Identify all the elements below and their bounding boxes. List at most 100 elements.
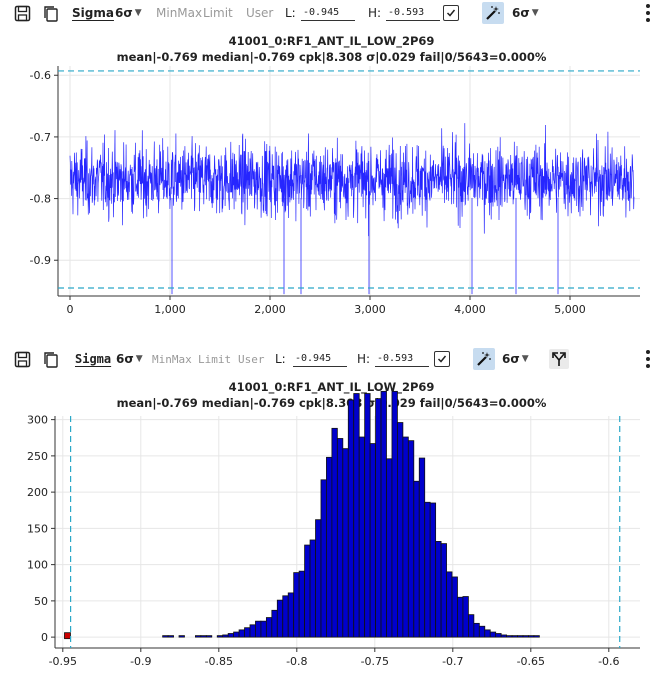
histogram-bar (375, 398, 382, 638)
histogram-toolbar: Sigma 6σ▼ MinMax Limit User L: H: 6σ▼ (0, 346, 663, 372)
x-tick-label: -0.95 (49, 655, 77, 668)
histogram-bar (227, 633, 235, 638)
histogram-bar (506, 635, 513, 638)
split-arrows-icon (552, 352, 566, 366)
more-menu-icon[interactable] (645, 4, 651, 22)
histogram-bar (457, 596, 464, 638)
chevron-down-icon[interactable]: ▼ (531, 8, 539, 18)
histogram-bar (260, 620, 267, 638)
histogram-bar (380, 390, 387, 638)
histogram-bar (397, 422, 404, 638)
y-tick-label: 300 (27, 414, 48, 427)
split-arrows-button[interactable] (549, 349, 569, 369)
chart-stats-subtitle: mean|-0.769 median|-0.769 cpk|8.308 σ|0.… (116, 50, 547, 64)
histogram-bar (255, 620, 262, 638)
copy-icon[interactable] (40, 3, 60, 23)
histogram-bar (336, 438, 344, 638)
y-tick-label: 50 (34, 595, 48, 608)
histogram-bar (347, 399, 355, 638)
histogram-bar (451, 576, 458, 638)
y-tick-label: -0.8 (30, 193, 51, 206)
low-limit-input[interactable] (301, 5, 355, 21)
sigma-mode-button[interactable]: Sigma (72, 6, 114, 20)
copy-icon[interactable] (40, 349, 60, 369)
save-icon[interactable] (12, 3, 32, 23)
histogram-bar (249, 624, 256, 638)
high-limit-input[interactable] (375, 351, 429, 367)
histogram-bar (473, 622, 480, 638)
minmax-mode-button[interactable]: MinMax (152, 352, 192, 366)
save-icon[interactable] (12, 349, 32, 369)
x-tick-label: 0 (67, 303, 74, 316)
y-tick-label: 100 (27, 559, 48, 572)
histogram-bar (500, 634, 508, 638)
high-limit-label: H: (368, 6, 382, 20)
histogram-bar (462, 596, 469, 638)
magic-wand-button[interactable] (482, 2, 504, 24)
histogram-bar (265, 617, 273, 638)
x-tick-label: 2,000 (254, 303, 286, 316)
y-tick-label: 150 (27, 522, 48, 535)
y-tick-label: 0 (41, 631, 48, 644)
histogram-bar (522, 635, 529, 638)
histogram-bar (533, 635, 540, 638)
histogram-bar (315, 519, 322, 638)
series-line (69, 123, 635, 237)
histogram-bar (467, 614, 475, 638)
y-tick-label: -0.6 (30, 69, 51, 82)
histogram-bar (271, 609, 278, 638)
histogram-bar (298, 570, 306, 638)
histogram-bar (391, 390, 398, 638)
histogram-bar (478, 625, 486, 638)
high-limit-input[interactable] (386, 5, 440, 21)
histogram-bar (369, 443, 376, 638)
sigma-mode-button[interactable]: Sigma (75, 352, 112, 366)
x-tick-label: 1,000 (154, 303, 186, 316)
x-tick-label: -0.85 (205, 655, 233, 668)
wand-sigma-dropdown[interactable]: 6σ (512, 6, 530, 20)
histogram-bar (293, 572, 300, 638)
histogram-bar (216, 635, 224, 638)
x-tick-label: 5,000 (554, 303, 586, 316)
histogram-bar (489, 631, 497, 638)
histogram-bar (418, 457, 426, 638)
chevron-down-icon[interactable]: ▼ (135, 354, 143, 364)
histogram-bar (167, 635, 174, 638)
minmax-mode-button[interactable]: MinMax (156, 6, 203, 20)
histogram-panel: Sigma 6σ▼ MinMax Limit User L: H: 6σ▼ 41… (0, 346, 663, 690)
histogram-bar (200, 635, 207, 638)
y-tick-label: 250 (27, 450, 48, 463)
chevron-down-icon[interactable]: ▼ (134, 8, 142, 18)
apply-limits-checkbox[interactable] (443, 5, 459, 21)
low-limit-input[interactable] (293, 351, 347, 367)
histogram-bar (517, 635, 524, 638)
low-limit-label: L: (275, 352, 286, 366)
histogram-bar (435, 541, 442, 638)
histogram-bar (320, 479, 327, 638)
chevron-down-icon[interactable]: ▼ (521, 354, 529, 364)
histogram-bar (205, 635, 213, 638)
wand-sigma-dropdown[interactable]: 6σ (502, 352, 520, 366)
histogram-bar (429, 502, 437, 638)
apply-limits-checkbox[interactable] (434, 351, 450, 367)
histogram-bar (178, 635, 185, 638)
histogram-bar (282, 595, 289, 638)
trend-toolbar: Sigma 6σ▼ MinMax Limit User L: H: 6σ▼ (0, 0, 663, 26)
magic-wand-button[interactable] (473, 348, 495, 370)
more-menu-icon[interactable] (645, 350, 651, 368)
check-icon (446, 9, 456, 17)
user-mode-button[interactable]: User (246, 6, 274, 20)
limit-mode-button[interactable]: Limit (198, 352, 232, 366)
limit-mode-button[interactable]: Limit (203, 6, 233, 20)
histogram-bar (402, 436, 409, 638)
sigma-dropdown[interactable]: 6σ (115, 6, 133, 20)
histogram-chart: 0 50 100 150 200 250 300 -0.95 -0.9 -0.85 -0.8 -0.7… (27, 390, 640, 668)
sigma-dropdown[interactable]: 6σ (116, 352, 134, 366)
user-mode-button[interactable]: User (238, 352, 265, 366)
y-tick-label: 200 (27, 486, 48, 499)
histogram-bar (287, 592, 295, 638)
histogram-bar (407, 440, 415, 638)
histogram-bar (244, 627, 251, 638)
x-tick-label: -0.7 (442, 655, 463, 668)
y-tick-label: -0.9 (30, 254, 51, 267)
